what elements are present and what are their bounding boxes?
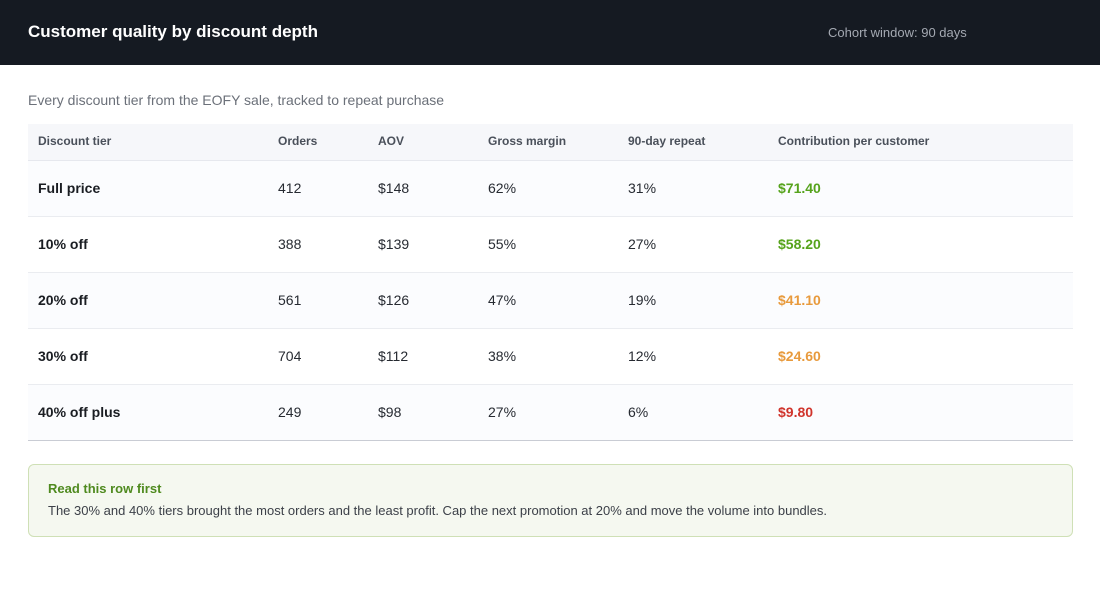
table-header: Discount tier Orders AOV Gross margin 90… — [28, 124, 1073, 161]
margin-cell: 47% — [488, 292, 517, 308]
tier-cell: Full price — [38, 180, 101, 196]
orders-cell: 388 — [278, 236, 302, 252]
table-row: 20% off 561 $126 47% 19% $41.10 — [28, 273, 1073, 329]
contribution-cell: $9.80 — [778, 404, 814, 420]
cohort-window-label: Cohort window: 90 days — [828, 25, 967, 40]
repeat-cell: 19% — [628, 292, 657, 308]
repeat-cell: 31% — [628, 180, 657, 196]
orders-cell: 561 — [278, 292, 302, 308]
aov-cell: $98 — [378, 404, 402, 420]
table-row: 30% off 704 $112 38% 12% $24.60 — [28, 329, 1073, 385]
contribution-cell: $58.20 — [778, 236, 821, 252]
column-header-repeat: 90-day repeat — [628, 134, 706, 148]
top-bar: Customer quality by discount depth Cohor… — [0, 0, 1100, 65]
tier-cell: 20% off — [38, 292, 88, 308]
discount-tier-table: Discount tier Orders AOV Gross margin 90… — [28, 124, 1073, 441]
table-row: 10% off 388 $139 55% 27% $58.20 — [28, 217, 1073, 273]
orders-cell: 249 — [278, 404, 302, 420]
tier-cell: 40% off plus — [38, 404, 121, 420]
repeat-cell: 27% — [628, 236, 657, 252]
margin-cell: 55% — [488, 236, 517, 252]
column-header-aov: AOV — [378, 134, 405, 148]
margin-cell: 62% — [488, 180, 517, 196]
column-header-orders: Orders — [278, 134, 318, 148]
tier-cell: 30% off — [38, 348, 88, 364]
margin-cell: 27% — [488, 404, 517, 420]
repeat-cell: 12% — [628, 348, 657, 364]
table-row: 40% off plus 249 $98 27% 6% $9.80 — [28, 385, 1073, 441]
tier-cell: 10% off — [38, 236, 88, 252]
orders-cell: 412 — [278, 180, 302, 196]
margin-cell: 38% — [488, 348, 517, 364]
table-row: Full price 412 $148 62% 31% $71.40 — [28, 161, 1073, 217]
contribution-cell: $71.40 — [778, 180, 821, 196]
insight-callout: Read this row first The 30% and 40% tier… — [28, 464, 1073, 537]
page-subtitle: Every discount tier from the EOFY sale, … — [28, 92, 445, 108]
column-header-discount-tier: Discount tier — [38, 134, 112, 148]
aov-cell: $112 — [378, 348, 409, 364]
callout-title: Read this row first — [48, 481, 162, 496]
repeat-cell: 6% — [628, 404, 649, 420]
page-title: Customer quality by discount depth — [28, 22, 318, 41]
column-header-contribution: Contribution per customer — [778, 134, 930, 148]
aov-cell: $139 — [378, 236, 410, 252]
column-header-gross-margin: Gross margin — [488, 134, 567, 148]
aov-cell: $126 — [378, 292, 410, 308]
contribution-cell: $24.60 — [778, 348, 821, 364]
contribution-cell: $41.10 — [778, 292, 821, 308]
aov-cell: $148 — [378, 180, 410, 196]
callout-body: The 30% and 40% tiers brought the most o… — [48, 503, 828, 518]
orders-cell: 704 — [278, 348, 302, 364]
